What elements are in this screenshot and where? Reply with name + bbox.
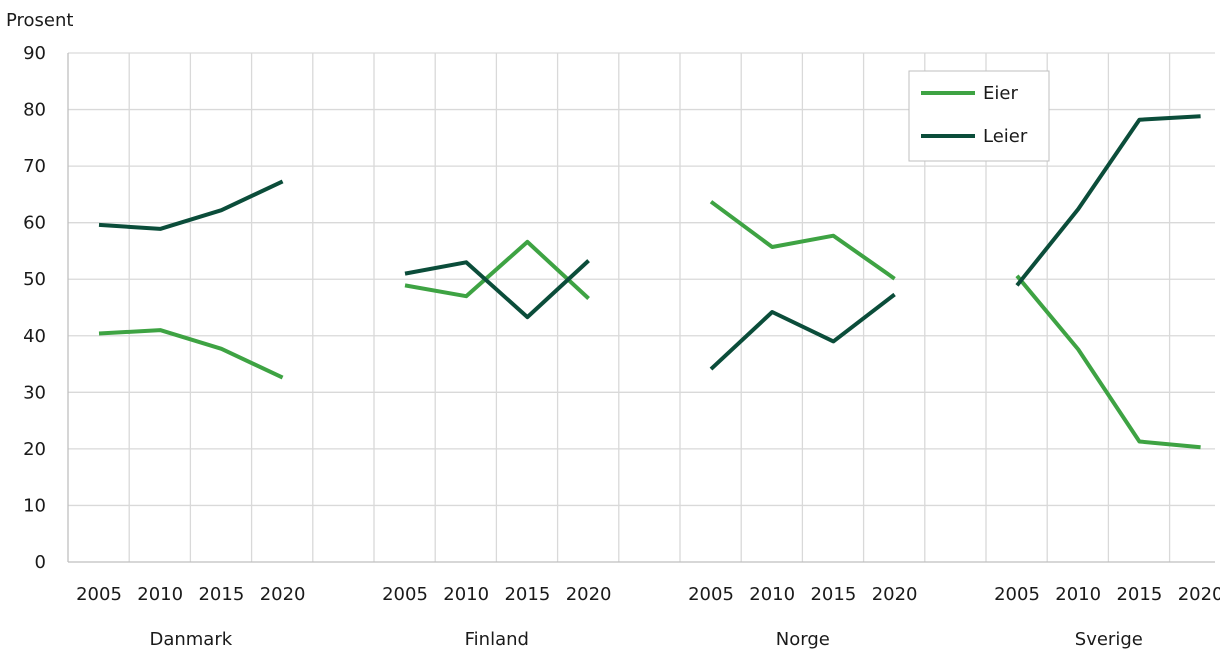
series-line-leier-finland xyxy=(404,259,590,320)
y-tick-label: 30 xyxy=(23,382,46,403)
x-tick-label: 2020 xyxy=(260,584,306,605)
x-axis-ticks: 2005 2010 2015 2020 Danmark 2005 2010 2015 2020 F… xyxy=(76,584,1220,649)
x-tick-label: 2015 xyxy=(810,584,856,605)
y-tick-label: 10 xyxy=(23,495,46,516)
x-tick-label: 2005 xyxy=(382,584,428,605)
series-line-leier-danmark xyxy=(98,179,284,231)
y-tick-label: 20 xyxy=(23,439,46,460)
y-tick-label: 0 xyxy=(35,552,46,573)
x-tick-label: 2005 xyxy=(76,584,122,605)
series-line-eier-sverige xyxy=(1015,274,1201,450)
legend: Eier Leier xyxy=(908,70,1050,162)
y-axis-label: Prosent xyxy=(6,10,73,31)
group-label-norge: Norge xyxy=(776,629,830,649)
y-tick-label: 60 xyxy=(23,213,46,234)
x-tick-label: 2005 xyxy=(994,584,1040,605)
x-tick-label: 2015 xyxy=(504,584,550,605)
x-tick-label: 2020 xyxy=(566,584,612,605)
x-tick-label: 2015 xyxy=(198,584,244,605)
grid xyxy=(67,52,1215,563)
group-label-danmark: Danmark xyxy=(149,629,232,649)
y-tick-label: 80 xyxy=(23,100,46,121)
legend-box xyxy=(908,70,1050,162)
y-tick-label: 50 xyxy=(23,269,46,290)
series-line-eier-danmark xyxy=(98,328,284,380)
x-tick-label: 2010 xyxy=(749,584,795,605)
x-tick-label: 2020 xyxy=(1178,584,1220,605)
legend-label-leier: Leier xyxy=(983,126,1028,147)
series-line-eier-norge xyxy=(709,200,896,281)
group-label-finland: Finland xyxy=(465,629,529,649)
x-tick-label: 2010 xyxy=(1055,584,1101,605)
y-tick-label: 70 xyxy=(23,156,46,177)
y-tick-label: 90 xyxy=(23,43,46,64)
x-tick-label: 2005 xyxy=(688,584,734,605)
group-label-sverige: Sverige xyxy=(1075,629,1143,649)
legend-label-eier: Eier xyxy=(983,83,1018,104)
x-tick-label: 2010 xyxy=(443,584,489,605)
x-tick-label: 2010 xyxy=(137,584,183,605)
x-tick-label: 2015 xyxy=(1116,584,1162,605)
y-axis-ticks: 0 10 20 30 40 50 60 70 80 90 xyxy=(23,43,46,573)
series-line-eier-finland xyxy=(404,239,590,300)
series-line-leier-sverige xyxy=(1015,114,1201,287)
series-lines xyxy=(98,114,1201,450)
y-tick-label: 40 xyxy=(23,326,46,347)
series-line-leier-norge xyxy=(709,292,896,371)
x-tick-label: 2020 xyxy=(872,584,918,605)
